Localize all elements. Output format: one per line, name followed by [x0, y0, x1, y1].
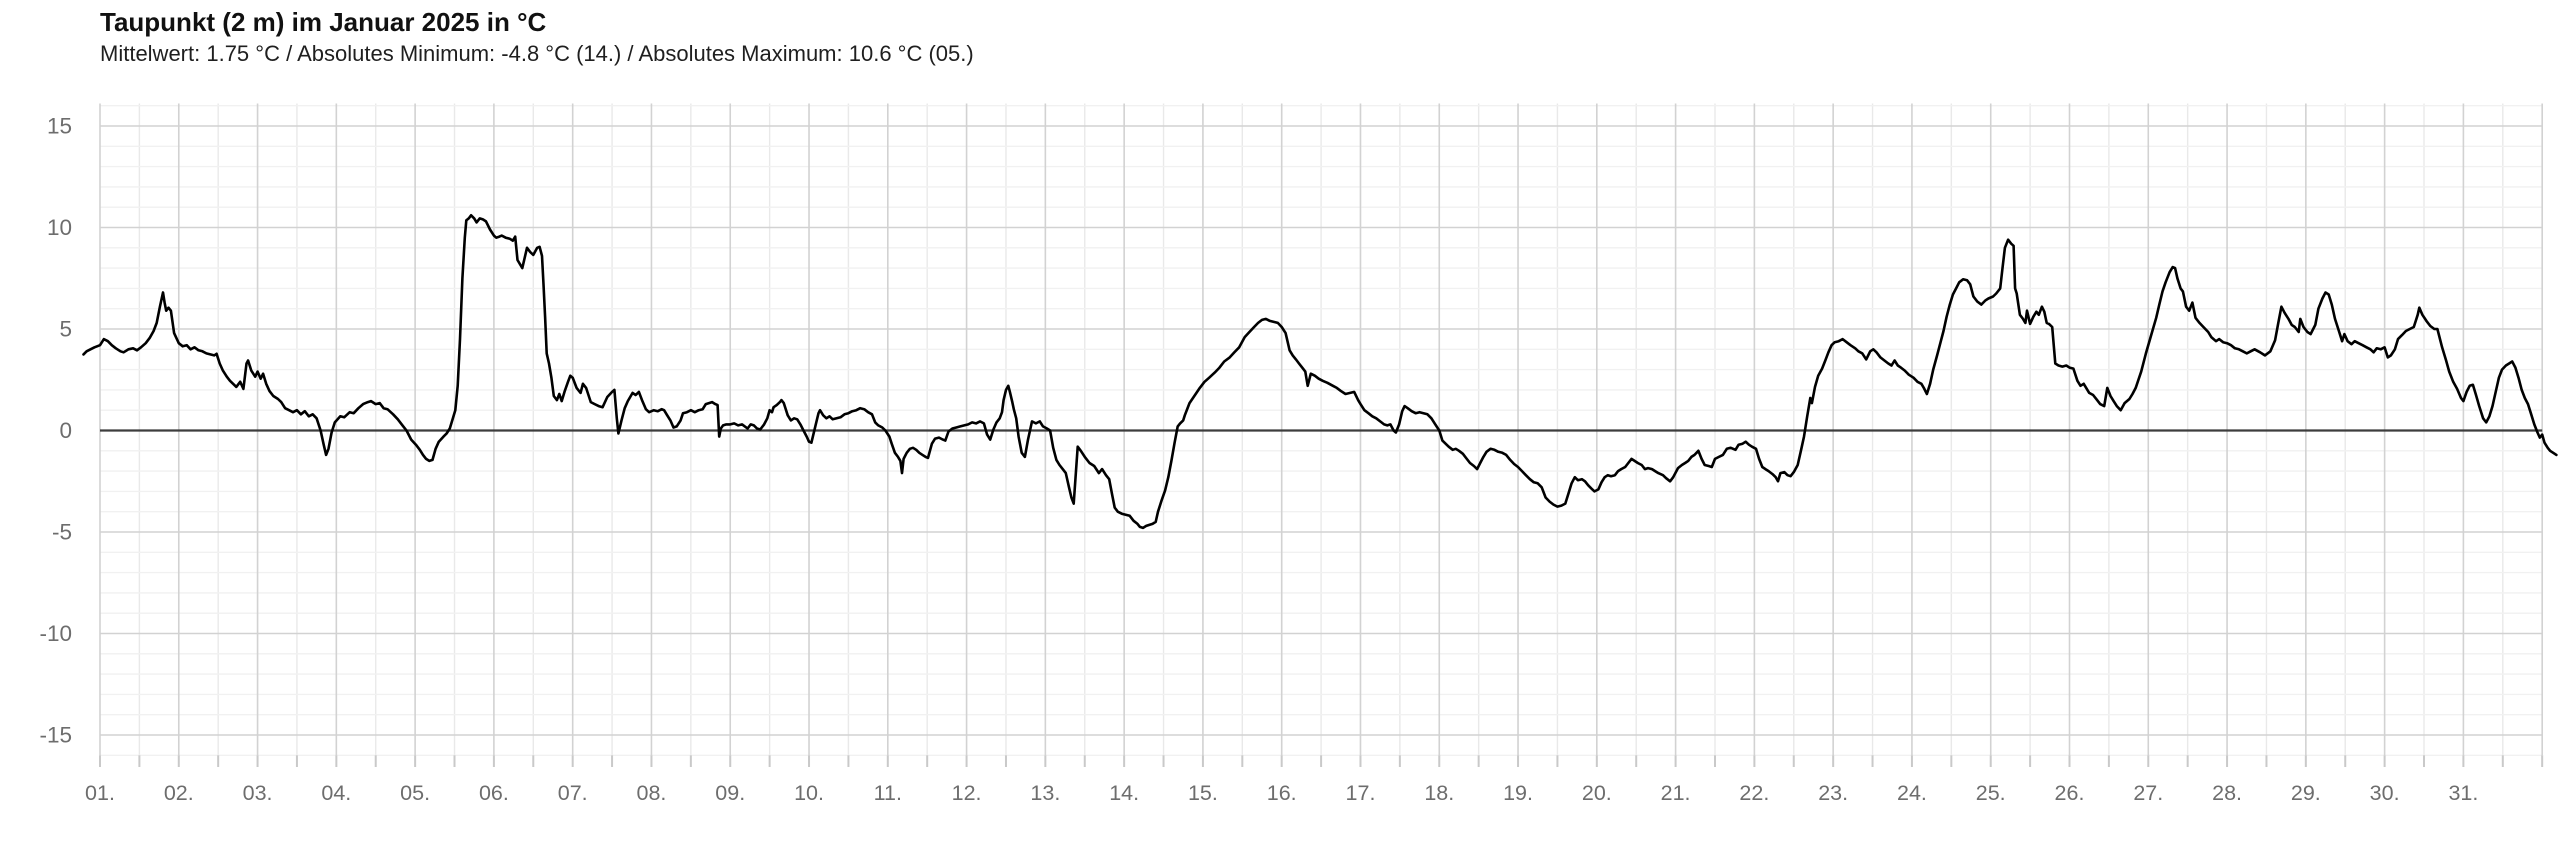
x-axis-label: 14.: [1109, 781, 1139, 805]
x-axis-label: 22.: [1739, 781, 1769, 805]
x-axis-label: 31.: [2448, 781, 2478, 805]
x-axis-label: 11.: [874, 781, 902, 805]
x-axis-label: 17.: [1346, 781, 1376, 805]
x-axis-label: 24.: [1897, 781, 1927, 805]
x-axis-label: 26.: [2055, 781, 2085, 805]
x-axis-label: 27.: [2133, 781, 2163, 805]
x-axis-label: 29.: [2291, 781, 2321, 805]
x-axis-label: 09.: [715, 781, 745, 805]
x-axis-label: 18.: [1424, 781, 1454, 805]
x-axis-label: 04.: [321, 781, 351, 805]
x-axis-label: 25.: [1976, 781, 2006, 805]
x-axis-label: 06.: [479, 781, 509, 805]
x-axis-label: 28.: [2212, 781, 2242, 805]
x-axis-label: 03.: [243, 781, 273, 805]
x-axis-label: 23.: [1818, 781, 1848, 805]
y-axis-label: 5: [59, 317, 72, 342]
dewpoint-series-line: [82, 214, 2558, 530]
x-axis-label: 05.: [400, 781, 430, 805]
chart-subtitle: Mittelwert: 1.75 °C / Absolutes Minimum:…: [100, 41, 974, 66]
y-axis-label: 15: [47, 114, 72, 139]
x-axis-label: 13.: [1030, 781, 1060, 805]
y-axis-label: 10: [47, 215, 72, 240]
x-axis-label: 21.: [1661, 781, 1691, 805]
x-axis-label: 01.: [85, 781, 115, 805]
x-axis-label: 12.: [952, 781, 982, 805]
x-axis-label: 19.: [1503, 781, 1533, 805]
x-axis-label: 07.: [558, 781, 588, 805]
y-axis-label: -15: [39, 723, 72, 748]
x-axis-label: 15.: [1188, 781, 1218, 805]
x-axis-label: 02.: [164, 781, 194, 805]
y-axis-label: 0: [59, 418, 72, 443]
x-axis-label: 30.: [2370, 781, 2400, 805]
x-axis-label: 20.: [1582, 781, 1612, 805]
y-axis-label: -5: [52, 520, 72, 545]
x-axis-label: 16.: [1267, 781, 1297, 805]
y-axis-label: -10: [39, 621, 72, 646]
x-axis-label: 10.: [794, 781, 824, 805]
chart-title: Taupunkt (2 m) im Januar 2025 in °C: [100, 7, 547, 37]
x-axis-label: 08.: [637, 781, 667, 805]
